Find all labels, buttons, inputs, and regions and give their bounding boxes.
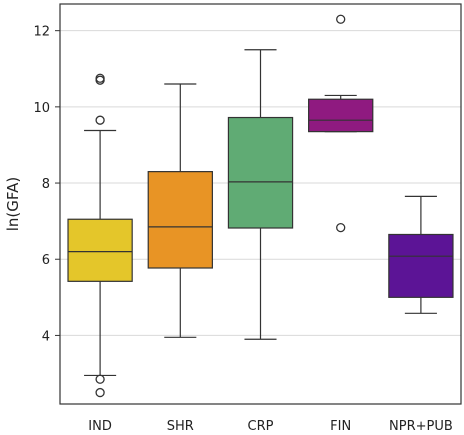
outlier-point	[95, 115, 105, 125]
outlier-point	[95, 73, 105, 83]
box-iqr	[227, 116, 294, 229]
y-tick-label: 4	[42, 329, 50, 344]
box-ind	[67, 73, 133, 398]
box-iqr	[147, 171, 213, 269]
box-iqr	[308, 98, 374, 133]
box-iqr	[67, 218, 133, 282]
box-shr	[147, 83, 213, 338]
y-tick-label: 12	[33, 25, 50, 40]
box-crp	[227, 49, 294, 340]
y-tick-label: 6	[42, 253, 50, 268]
y-tick-label: 10	[33, 101, 50, 116]
tick-labels: 4 6 8 10 12 IND SHR CRP FIN NPR+PUB	[33, 25, 452, 434]
outlier-point	[336, 14, 346, 24]
box-fin	[308, 14, 374, 233]
x-tick-label: CRP	[248, 419, 274, 434]
box-iqr	[388, 233, 454, 298]
x-tick-label: FIN	[330, 419, 351, 434]
box-npr-pub	[388, 195, 454, 314]
y-tick-label: 8	[42, 177, 50, 192]
plot-frame	[59, 3, 462, 405]
outlier-point	[95, 387, 105, 398]
x-tick-label: NPR+PUB	[389, 419, 453, 434]
outlier-point	[336, 222, 346, 233]
x-tick-label: IND	[88, 419, 112, 434]
y-axis-label: ln(GFA)	[4, 177, 22, 232]
x-tick-label: SHR	[167, 419, 194, 434]
outlier-point	[95, 374, 105, 384]
boxes	[67, 14, 454, 398]
